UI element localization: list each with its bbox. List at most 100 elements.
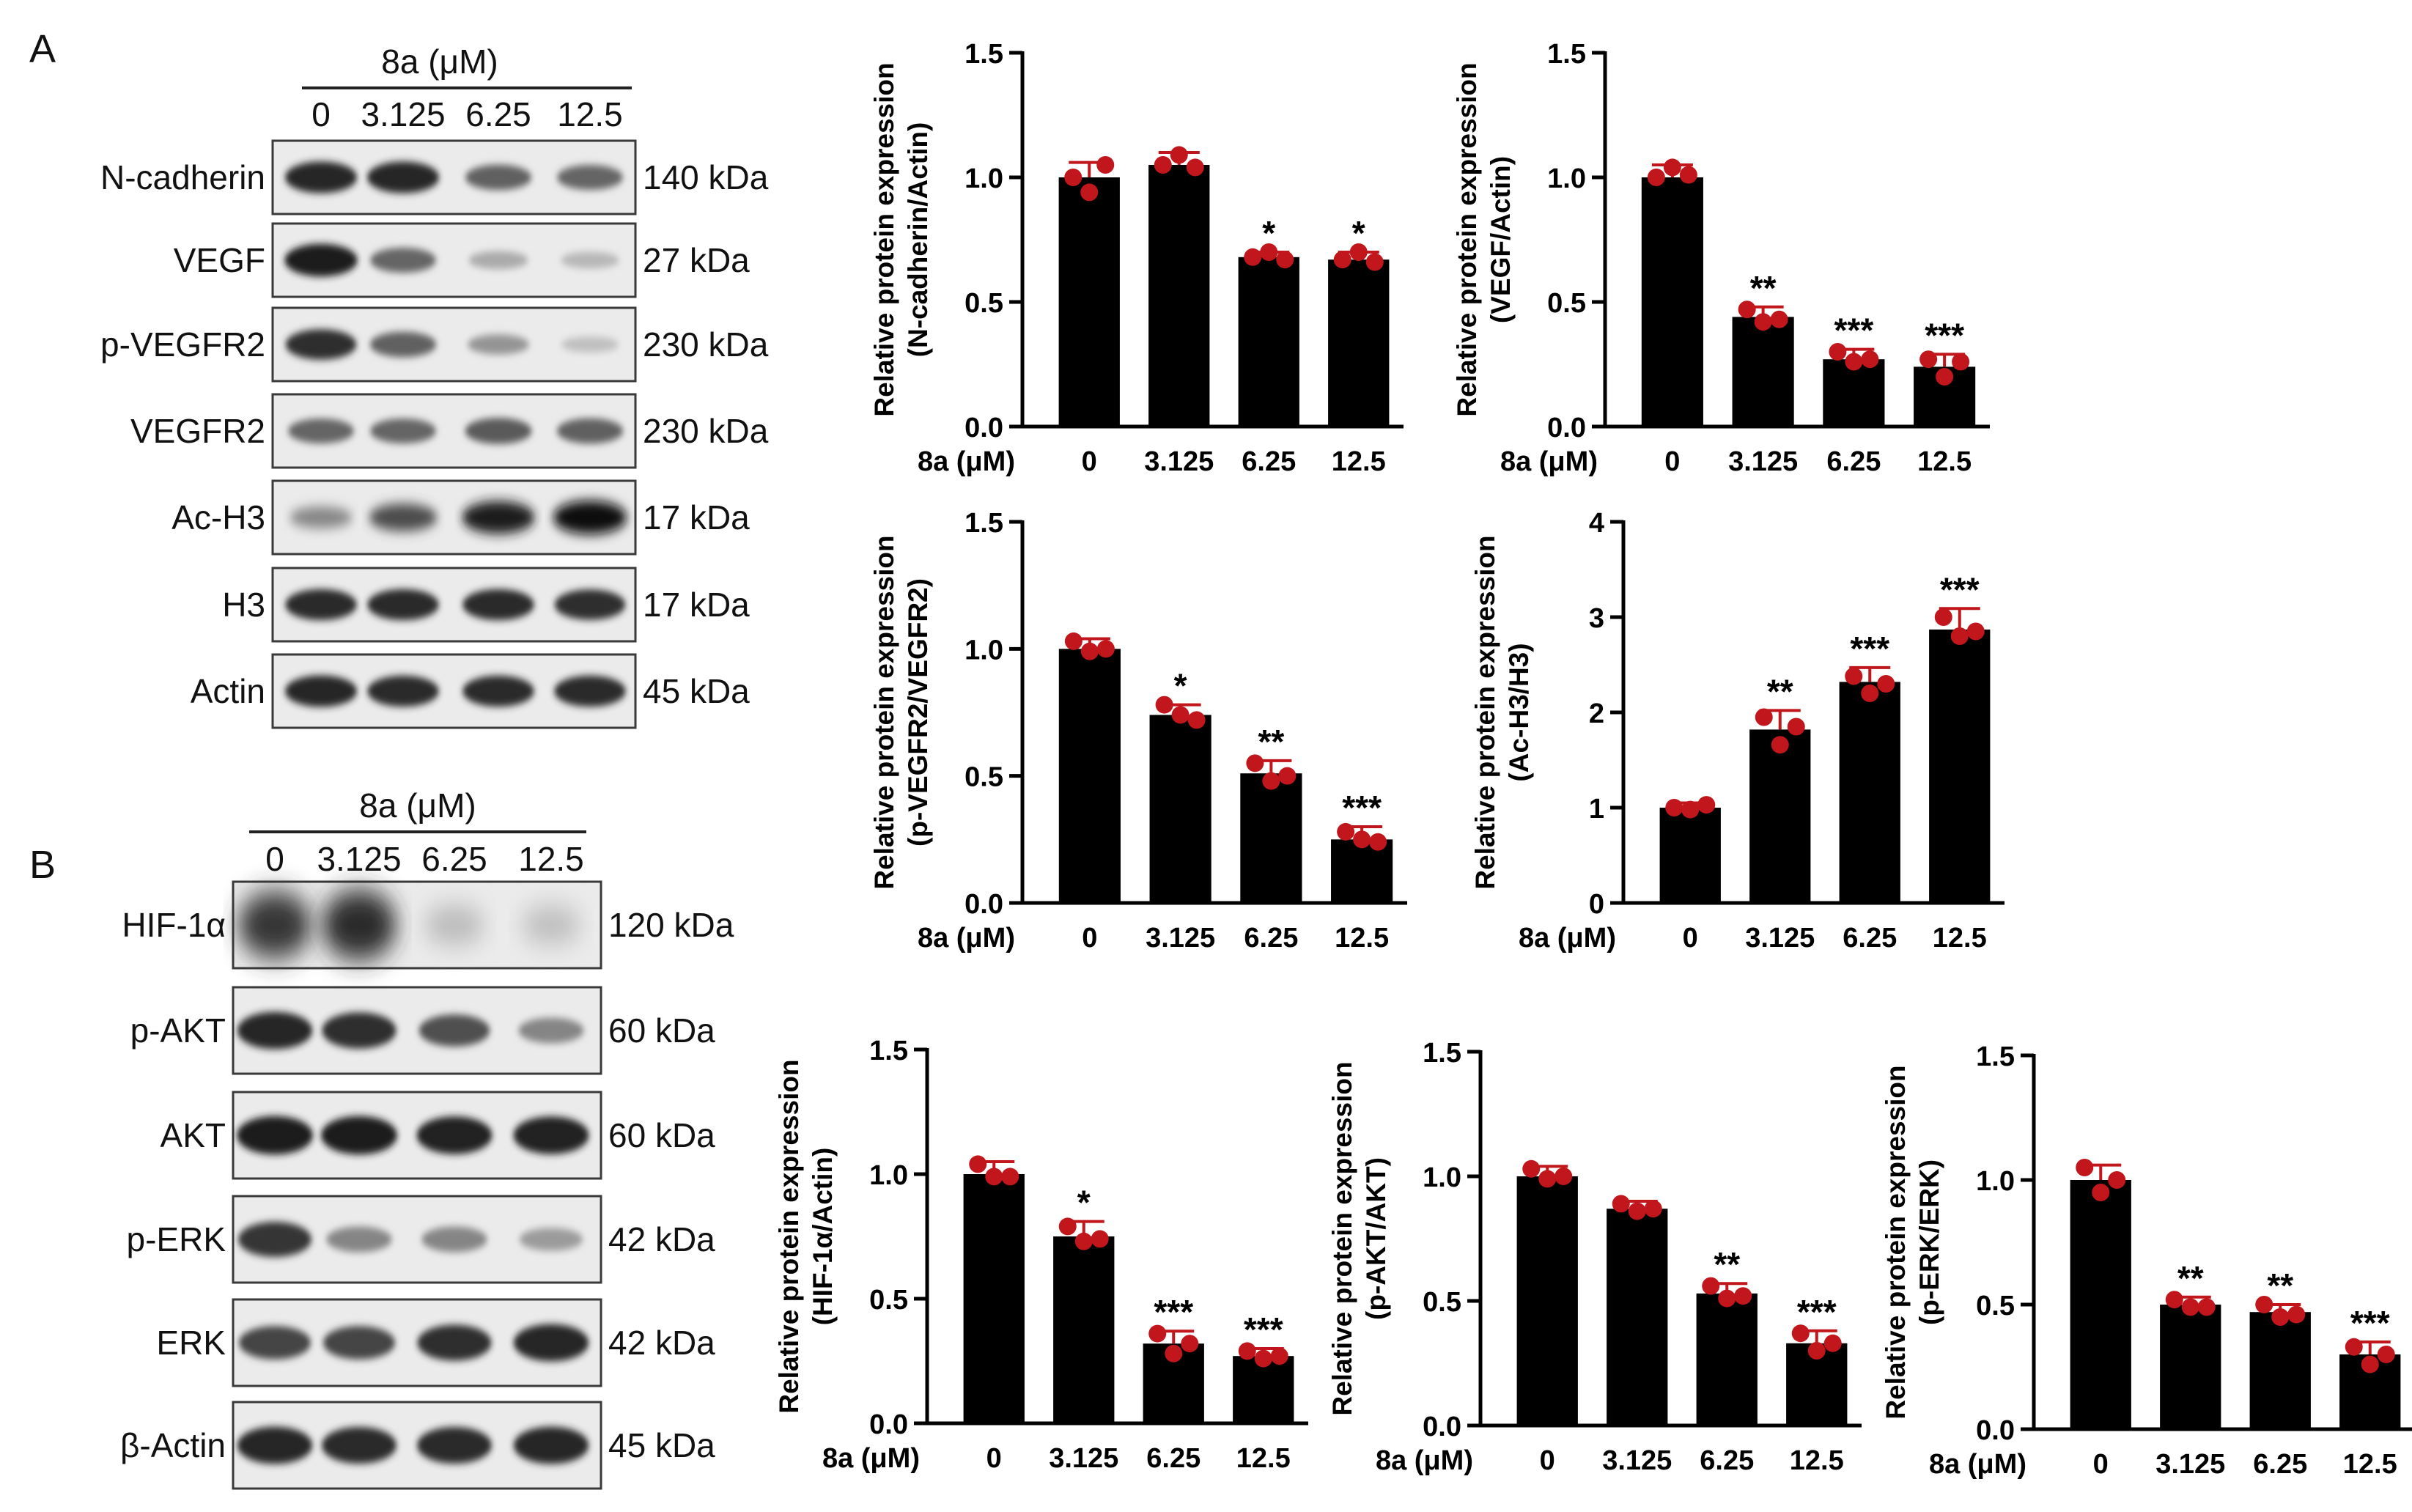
- data-point: [2271, 1308, 2290, 1326]
- blot_b-row: p-AKT 60 kDa: [130, 986, 715, 1075]
- y-axis-subtitle: (VEGF/Actin): [1486, 156, 1516, 323]
- x-axis-title: 8a (μM): [918, 923, 1015, 954]
- blot_a-kda-label: 45 kDa: [643, 672, 750, 710]
- x-tick-label: 12.5: [1933, 923, 1987, 954]
- significance-label: ***: [1940, 570, 1980, 608]
- y-tick-label: 0.5: [1547, 288, 1586, 319]
- blot_b-band: [513, 1426, 589, 1464]
- data-point: [1148, 1324, 1167, 1343]
- data-point: [1771, 736, 1789, 754]
- x-tick-label: 0: [1540, 1445, 1555, 1476]
- blot_a-protein-label: H3: [222, 586, 265, 624]
- y-tick-label: 0.0: [1976, 1415, 2015, 1446]
- blot_a-protein-label: Actin: [191, 672, 265, 710]
- blot_b-band: [236, 1115, 314, 1155]
- data-point: [1171, 706, 1190, 724]
- blot_a-protein-label: VEGF: [174, 241, 265, 279]
- blot_a-band: [284, 675, 358, 707]
- y-tick-label: 0.5: [965, 288, 1003, 319]
- data-point: [1612, 1195, 1630, 1213]
- significance-label: **: [1258, 723, 1284, 761]
- blot_a-band: [284, 243, 358, 277]
- data-point: [1845, 353, 1863, 371]
- x-tick-label: 6.25: [1244, 923, 1298, 954]
- y-axis-title: Relative protein expression: [869, 62, 899, 416]
- blot_a-band: [462, 675, 534, 707]
- data-point: [1522, 1159, 1541, 1178]
- bar: [1641, 177, 1703, 427]
- blot_b-protein-label: p-AKT: [130, 1011, 226, 1050]
- blot_a-lane-label: 6.25: [465, 95, 531, 133]
- data-point: [1644, 1200, 1662, 1218]
- bar-chart-3: 0.0 0.5 1.0 1.5 Relative protein expression(…: [869, 508, 1407, 954]
- blot_a-band: [369, 504, 438, 531]
- blot_b-protein-label: AKT: [161, 1116, 226, 1154]
- blot_b-band: [238, 1326, 311, 1360]
- data-point: [1755, 708, 1773, 726]
- blot_b-lane-label: 12.5: [518, 840, 584, 878]
- blot_a-protein-label: p-VEGFR2: [100, 325, 265, 364]
- y-tick-label: 1.5: [1976, 1041, 2015, 1072]
- blot_a-kda-label: 27 kDa: [643, 241, 750, 279]
- blot_a-band: [289, 506, 353, 528]
- x-tick-label: 0: [986, 1443, 1002, 1474]
- bar-chart-4: 0 1 2 3 4 Relative protein expression (Ac-H3/H…: [1470, 508, 2005, 954]
- blot_b-band: [237, 1011, 313, 1050]
- data-point: [2076, 1159, 2094, 1176]
- data-point: [2361, 1355, 2379, 1373]
- blot_a-band: [561, 336, 619, 353]
- data-point: [1170, 146, 1188, 164]
- data-point: [1001, 1168, 1019, 1186]
- x-tick-label: 6.25: [1242, 446, 1296, 477]
- data-point: [1333, 251, 1351, 269]
- bar: [1732, 317, 1794, 427]
- data-point: [1154, 156, 1172, 174]
- x-axis-title: 8a (μM): [918, 446, 1015, 477]
- data-point: [1165, 1344, 1183, 1362]
- data-point: [2345, 1338, 2363, 1356]
- y-tick-label: 1.0: [965, 163, 1003, 194]
- bar: [1839, 682, 1900, 903]
- data-point: [1647, 169, 1665, 186]
- blot_b-band: [237, 1426, 313, 1464]
- blot_b-band: [513, 1116, 589, 1154]
- data-point: [2181, 1298, 2199, 1316]
- x-tick-label: 6.25: [1843, 923, 1897, 954]
- y-axis-subtitle: (N-cadherin/Actin): [903, 122, 933, 358]
- bar: [1516, 1176, 1578, 1426]
- blot_b-band: [237, 891, 312, 959]
- blot_a-row: VEGFR2 230 kDa: [130, 393, 769, 469]
- blot_b-band: [520, 907, 582, 943]
- significance-label: **: [2177, 1259, 2204, 1297]
- data-point: [2287, 1305, 2306, 1324]
- significance-label: ***: [1154, 1293, 1193, 1331]
- blot_b-band: [321, 890, 397, 960]
- x-axis-title: 8a (μM): [822, 1443, 920, 1474]
- y-tick-label: 1.5: [965, 508, 1003, 539]
- y-tick-label: 1.0: [965, 635, 1003, 665]
- bar: [1149, 715, 1211, 903]
- significance-label: ***: [1850, 630, 1889, 668]
- y-tick-label: 0.0: [869, 1409, 908, 1440]
- blot_b-kda-label: 60 kDa: [608, 1011, 715, 1050]
- blot_b-band: [326, 1226, 392, 1253]
- bar: [1053, 1236, 1115, 1423]
- blot_a-row: N-cadherin 140 kDa: [100, 139, 769, 215]
- data-point: [1270, 1347, 1288, 1365]
- data-point: [1058, 1217, 1077, 1236]
- data-point: [2108, 1171, 2126, 1189]
- data-point: [1950, 627, 1969, 645]
- blot_b-band: [513, 1324, 589, 1362]
- x-tick-label: 12.5: [1332, 446, 1386, 477]
- data-point: [2165, 1291, 2183, 1309]
- bar-chart-7: 0.0 0.5 1.0 1.5 Relative protein expression(…: [1881, 1041, 2412, 1480]
- blot_a-band: [285, 329, 357, 360]
- data-point: [1369, 833, 1387, 851]
- x-tick-label: 3.125: [2155, 1449, 2225, 1480]
- significance-label: ***: [2350, 1304, 2390, 1342]
- data-point: [1770, 310, 1788, 328]
- x-tick-label: 6.25: [1146, 1443, 1201, 1474]
- data-point: [1919, 350, 1938, 369]
- blot_b-band: [424, 906, 485, 944]
